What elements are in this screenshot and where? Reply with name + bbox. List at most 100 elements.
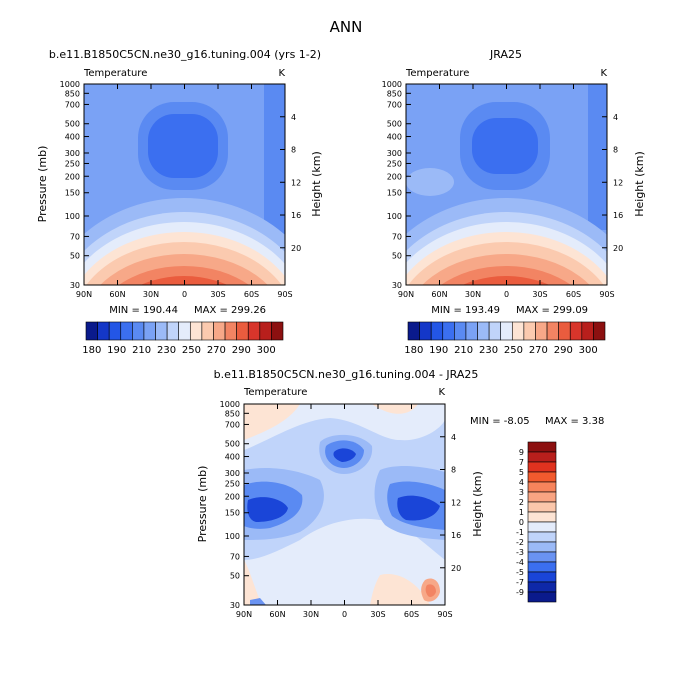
min-label: MIN = 193.49 [431,305,500,316]
y-tick-label: 200 [387,172,402,181]
y-tick-label: 30 [70,281,80,290]
colorbar-swatch [108,321,122,341]
colorbar-label: 250 [504,345,523,356]
colorbar-label: 290 [554,345,573,356]
y-tick-label: 70 [230,552,240,561]
colorbar-swatch [527,591,557,603]
colorbar-swatch [224,321,237,341]
temp-colorbar: 180 190 210 230 250 270 290 300 [404,321,606,356]
height-tick-label: 12 [451,498,461,507]
colorbar-swatch [558,321,571,341]
axes-diff: 90N 60N 30N 0 30S 60S 90S 30 50 70 100 150 200 250300… [220,400,462,619]
y-tick-label: 70 [70,232,80,241]
max-label: MAX = 299.09 [516,305,588,316]
colorbar-swatch [500,321,513,341]
x-tick-label: 60S [404,610,419,619]
height-tick-label: 8 [613,146,618,155]
panel-title: JRA25 [489,48,522,61]
min-label: MIN = -8.05 [470,416,530,427]
x-tick-label: 90N [76,290,92,299]
y-tick-label: 100 [65,212,80,221]
axes-model: 90N 60N 30N 0 30S 60S 90S 30 50 70 100 150 200 250300… [60,80,302,299]
colorbar-swatch [201,321,214,341]
colorbar-label: 1 [519,508,524,517]
y-tick-label: 30 [392,281,402,290]
x-tick-label: 60N [431,290,447,299]
colorbar-label: -2 [516,538,524,547]
y-tick-label: 500 [65,120,80,129]
colorbar-label: -3 [516,548,524,557]
max-label: MAX = 299.26 [194,305,266,316]
colorbar-label: 5 [519,468,524,477]
y-tick-label: 50 [70,252,80,261]
x-tick-label: 60S [566,290,581,299]
colorbar-swatch [155,321,168,341]
y-axis-right-label: Height (km) [633,151,646,217]
x-tick-label: 30N [143,290,159,299]
height-tick-label: 4 [291,113,296,122]
x-tick-label: 90N [236,610,252,619]
y-tick-label: 100 [225,532,240,541]
colorbar-label: 270 [207,345,226,356]
temperature-contours [84,84,285,285]
y-tick-label: 700 [225,420,240,429]
panel-title: b.e11.B1850C5CN.ne30_g16.tuning.004 (yrs… [49,48,321,61]
colorbar-label: 190 [429,345,448,356]
x-tick-label: 90S [437,610,452,619]
colorbar-swatch [581,321,594,341]
colorbar-label: 4 [519,478,524,487]
colorbar-label: 7 [519,458,524,467]
temperature-contours [406,84,607,285]
y-tick-label: 250 [65,159,80,168]
colorbar-swatch [465,321,478,341]
x-tick-label: 90N [398,290,414,299]
y-tick-label: 300 [225,469,240,478]
y-tick-label: 50 [230,572,240,581]
colorbar-swatch [527,521,557,533]
max-label: MAX = 3.38 [545,416,604,427]
colorbar-swatch [271,321,284,341]
colorbar-swatch [535,321,548,341]
y-tick-label: 1000 [60,80,80,89]
colorbar-swatch [178,321,191,341]
colorbar-label: 9 [519,448,524,457]
colorbar-swatch [527,581,557,593]
subtitle-left: Temperature [405,68,469,79]
height-tick-label: 8 [291,146,296,155]
colorbar-swatch [236,321,249,341]
colorbar-swatch [477,321,490,341]
y-axis-right-label: Height (km) [310,151,323,217]
colorbar-swatch [527,461,557,473]
colorbar-swatch [527,541,557,553]
y-tick-label: 1000 [220,400,240,409]
y-tick-label: 150 [387,189,402,198]
colorbar-label: 250 [182,345,201,356]
colorbar-label: 290 [232,345,251,356]
colorbar-swatch [166,321,180,341]
subtitle-right: K [278,68,285,79]
y-tick-label: 400 [225,453,240,462]
colorbar-label: -9 [516,588,524,597]
colorbar-swatch [419,321,432,341]
x-tick-label: 60N [109,290,125,299]
colorbar-label: 210 [132,345,151,356]
colorbar-swatch [247,321,261,341]
colorbar-swatch [132,321,145,341]
colorbar-label: -7 [516,578,524,587]
y-tick-label: 200 [65,172,80,181]
y-tick-label: 30 [230,601,240,610]
x-tick-label: 30S [370,610,385,619]
colorbar-swatch [511,321,525,341]
colorbar-swatch [546,321,559,341]
colorbar-swatch [527,571,557,583]
colorbar-swatch [407,321,420,341]
height-tick-label: 16 [613,211,623,220]
y-tick-label: 250 [387,159,402,168]
x-tick-label: 90S [277,290,292,299]
y-tick-label: 400 [387,133,402,142]
colorbar-label: 230 [157,345,176,356]
colorbar-swatch [527,451,557,463]
panel-model: b.e11.B1850C5CN.ne30_g16.tuning.004 (yrs… [36,48,323,356]
height-tick-label: 4 [451,433,456,442]
x-tick-label: 0 [504,290,509,299]
